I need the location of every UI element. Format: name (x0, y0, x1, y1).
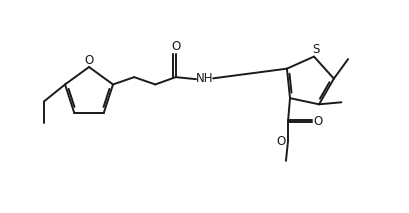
Text: O: O (84, 55, 93, 68)
Text: O: O (171, 40, 180, 53)
Text: S: S (311, 43, 319, 56)
Text: NH: NH (196, 72, 213, 85)
Text: O: O (313, 115, 322, 128)
Text: O: O (275, 135, 285, 148)
